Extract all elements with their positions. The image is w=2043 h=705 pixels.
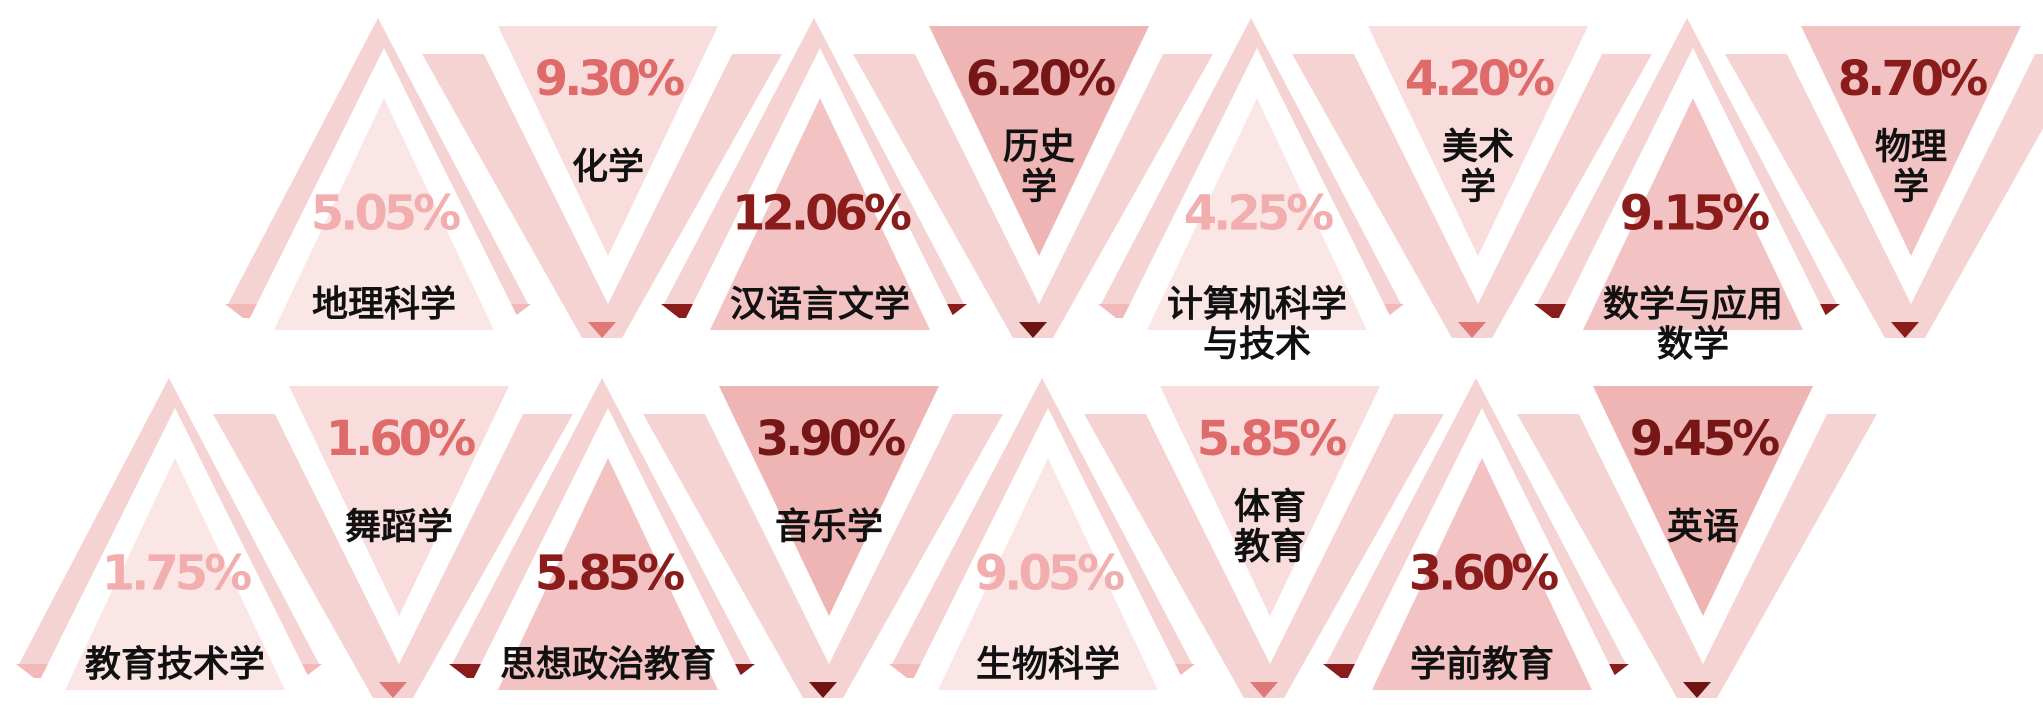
subject-label: 音乐学 [775,505,883,547]
tip-accent [1019,322,1047,338]
subject-label: 思想政治教育 [500,644,716,685]
subject-label: 舞蹈学 [345,505,453,547]
inner-shape [274,98,494,330]
tip-accent [1458,322,1486,338]
triangle-card: 3.60% 学前教育 [1323,378,1629,694]
percentage: 9.05% [975,545,1124,601]
subject-label: 历史 [1003,126,1075,167]
inner-shape [65,458,285,690]
subject-label: 化学 [572,145,644,187]
percentage: 5.85% [1197,411,1346,467]
tip-accent [588,322,616,338]
triangle-card: 9.05% 生物科学 [889,378,1195,694]
triangle-card: 6.20% 历史学 [853,18,1213,338]
percentage: 5.05% [311,185,460,241]
subject-label: 生物科学 [976,643,1120,685]
subject-label: 数学与应用 [1603,283,1783,325]
inner-shape [710,98,930,330]
subject-label: 体育 [1234,486,1306,527]
percentage: 5.85% [535,545,684,601]
triangle-card: 9.30% 化学 [422,18,782,338]
subject-label: 学 [1460,165,1496,207]
subject-label: 地理科学 [312,283,456,325]
inner-shape [719,386,939,616]
percentage: 1.75% [102,545,251,601]
percentage: 6.20% [966,51,1115,107]
tip-accent [809,682,837,698]
inner-shape [938,458,1158,690]
triangle-card: 12.06% 汉语言文学 [661,18,967,334]
percentage: 9.45% [1630,411,1779,467]
inner-shape [929,26,1149,256]
triangle-card: 5.05% 地理科学 [225,18,531,334]
triangle-card: 1.75% 教育技术学 [16,378,322,694]
subject-label: 学前教育 [1410,643,1554,685]
tip-accent [379,682,407,698]
subject-label: 英语 [1667,506,1739,547]
subject-label: 教育 [1234,526,1306,567]
percentage: 9.15% [1620,185,1769,241]
triangle-card: 5.85% 思想政治教育 [449,378,755,694]
percentage: 3.60% [1409,545,1558,601]
tip-accent [1891,322,1919,338]
tip-accent [1683,682,1711,698]
subject-label: 与技术 [1203,324,1311,365]
subject-label: 数学 [1657,323,1729,365]
percentage: 3.90% [756,411,905,467]
triangle-card: 8.70% 物理学 [1725,18,2043,338]
percentage: 8.70% [1838,51,1987,107]
triangle-card: 3.90% 音乐学 [643,378,1003,698]
subject-label: 学 [1021,165,1057,207]
inner-shape [1593,386,1813,616]
percentage: 1.60% [326,411,475,467]
tip-accent [1250,682,1278,698]
inner-shape [1368,26,1588,256]
triangle-card: 1.60% 舞蹈学 [213,378,573,698]
inner-shape [498,458,718,690]
subject-label: 物理 [1875,126,1947,167]
subject-label: 计算机科学 [1167,283,1347,325]
subject-label: 美术 [1442,126,1514,167]
percentage: 4.20% [1405,51,1554,107]
inner-shape [1147,98,1367,330]
percentage: 12.06% [732,185,911,241]
inner-shape [289,386,509,616]
percentage: 9.30% [535,51,684,107]
inner-shape [1801,26,2021,256]
triangle-card: 4.20% 美术学 [1292,18,1652,338]
percentage: 4.25% [1184,185,1333,241]
inner-shape [1372,458,1592,690]
subject-label: 教育技术学 [85,643,265,685]
triangle-card: 9.45% 英语 [1517,378,1877,698]
subject-label: 学 [1893,165,1929,207]
inner-shape [1583,98,1803,330]
inner-shape [1160,386,1380,616]
inner-shape [498,26,718,256]
subject-label: 汉语言文学 [730,283,910,325]
